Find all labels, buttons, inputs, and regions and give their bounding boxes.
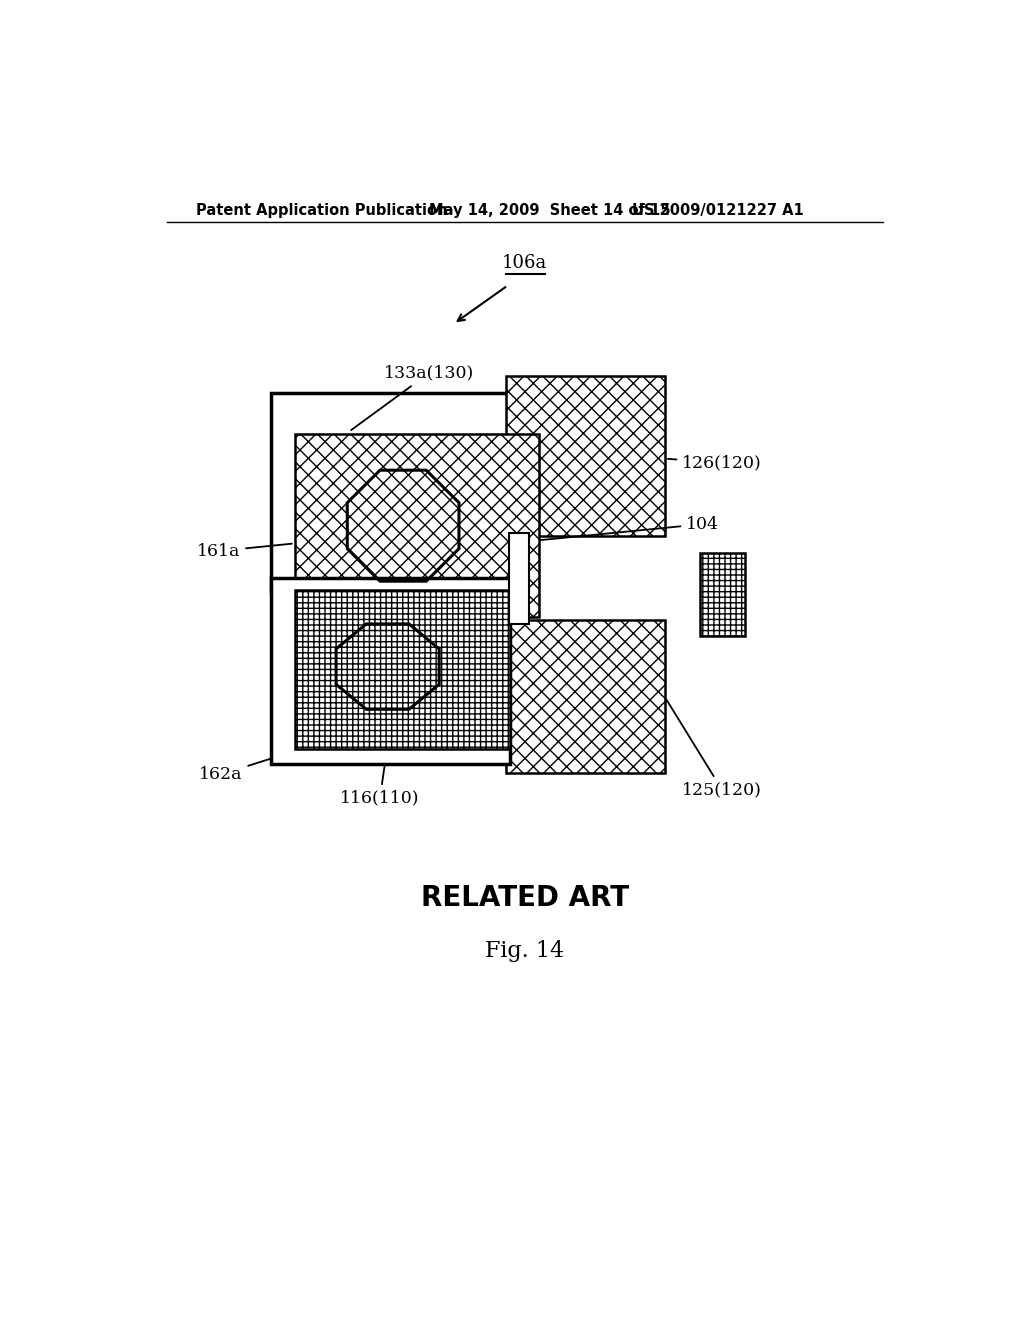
Text: 125(120): 125(120) [667,700,762,799]
Bar [700,553,744,636]
Bar [295,590,510,748]
Text: 106a: 106a [502,255,548,272]
Text: Fig. 14: Fig. 14 [485,940,564,962]
Text: May 14, 2009  Sheet 14 of 15: May 14, 2009 Sheet 14 of 15 [429,203,670,218]
Text: 161a: 161a [197,543,292,560]
Bar [271,578,510,764]
Text: 162a: 162a [200,748,303,783]
Bar [506,376,665,536]
Text: US 2009/0121227 A1: US 2009/0121227 A1 [632,203,804,218]
Text: 116(110): 116(110) [340,748,420,807]
Text: 104: 104 [532,516,719,541]
Bar [509,533,529,624]
Text: 126(120): 126(120) [668,454,762,471]
Text: Patent Application Publication: Patent Application Publication [197,203,447,218]
Bar [506,620,665,774]
Text: RELATED ART: RELATED ART [421,883,629,912]
Bar [295,434,539,618]
Text: 133a(130): 133a(130) [351,364,474,430]
Bar [271,393,512,591]
